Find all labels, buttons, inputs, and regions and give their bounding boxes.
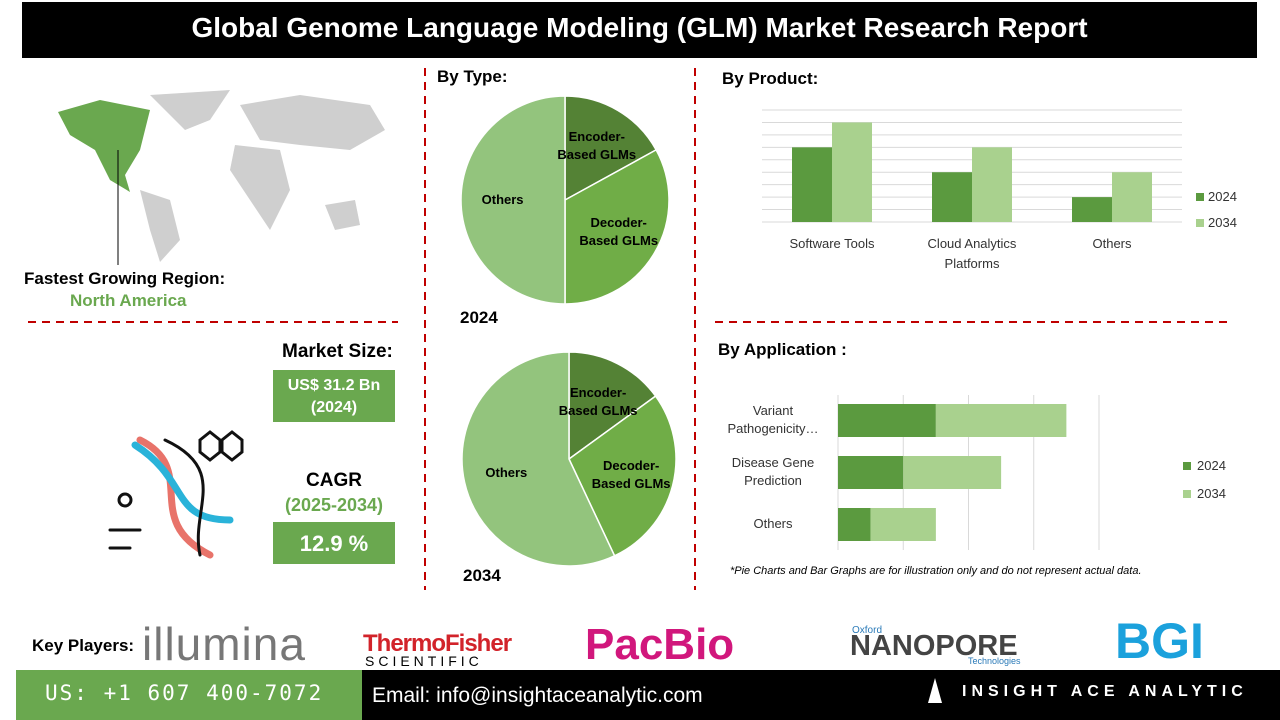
pie-year: 2034: [463, 566, 501, 585]
footer-email: Email: info@insightaceanalytic.com: [372, 684, 703, 707]
legend-label: 2034: [1197, 486, 1226, 501]
bar-segment: [870, 508, 936, 541]
logo-thermo-sub: SCIENTIFIC: [365, 653, 483, 669]
legend-swatch: [1196, 219, 1204, 227]
x-tick-label: Others: [1092, 236, 1132, 251]
footer-phone-bg: [16, 670, 362, 720]
slice-label: Encoder-Based GLMs: [558, 384, 638, 418]
logo-nanopore-sub: Technologies: [968, 656, 1021, 666]
x-tick-label: Software Tools: [789, 236, 875, 251]
note: *Pie Charts and Bar Graphs are for illus…: [730, 565, 1142, 577]
section-title: By Product:: [722, 69, 819, 88]
y-tick-label: Disease Gene Prediction: [731, 455, 815, 488]
logo-nanopore: NANOPORE: [850, 630, 1018, 662]
region-value: North America: [70, 291, 187, 310]
market-size-label: Market Size:: [282, 341, 393, 362]
slice-label: Decoder-Based GLMs: [579, 214, 659, 248]
legend-label: 2034: [1208, 215, 1237, 230]
bar: [972, 147, 1012, 222]
cagr-box: [273, 522, 395, 564]
brand-icon: [928, 678, 942, 703]
cagr-period: (2025-2034): [284, 495, 384, 515]
pie-slice: [460, 95, 566, 305]
footer-brand: INSIGHT ACE ANALYTIC: [962, 683, 1248, 700]
bar-segment: [838, 404, 936, 437]
world-map: [140, 90, 385, 262]
slice-label: Others: [485, 465, 528, 480]
slice-label: Encoder-Based GLMs: [557, 129, 637, 163]
bar-segment: [903, 456, 1002, 489]
logo-oxford: Oxford: [852, 625, 883, 636]
bar: [1112, 172, 1152, 222]
logo-bgi: BGI: [1115, 613, 1204, 669]
market-size-box: [273, 370, 395, 422]
section-title: By Application :: [718, 340, 847, 359]
y-tick-label: Others: [753, 516, 793, 531]
pie-year: 2024: [460, 308, 498, 327]
legend-swatch: [1183, 490, 1191, 498]
market-size-value: US$ 31.2 Bn: [287, 377, 381, 394]
logo-pacbio: PacBio: [585, 620, 735, 669]
footer-phone: US: +1 607 400-7072: [45, 681, 324, 705]
logo-illumina: illumina: [142, 618, 306, 670]
slice-label: Others: [481, 192, 524, 207]
title: Global Genome Language Modeling (GLM) Ma…: [191, 12, 1088, 43]
cagr-value: 12.9 %: [299, 531, 369, 556]
pie-slice: [564, 148, 670, 305]
key-players-label: Key Players:: [32, 636, 135, 655]
cagr-label: CAGR: [306, 470, 362, 491]
dividers: [28, 68, 1228, 590]
logo-thermo: ThermoFisher: [363, 630, 512, 657]
bar: [832, 122, 872, 222]
pie-slice: [568, 351, 657, 461]
footer-bar: [362, 670, 1280, 720]
slice-label: Decoder-Based GLMs: [591, 457, 671, 491]
pie-slice: [568, 395, 677, 557]
bar-segment: [935, 404, 1067, 437]
x-tick-label: Cloud Analytics Platforms: [927, 236, 1017, 271]
section-title: By Type:: [437, 67, 508, 86]
bar-segment: [838, 456, 904, 489]
dna-icon: [108, 430, 244, 559]
bar-segment: [838, 508, 871, 541]
bar: [1072, 197, 1112, 222]
y-tick-label: Variant Pathogenicity…: [727, 403, 819, 436]
pie-slice: [461, 351, 616, 567]
legend-label: 2024: [1197, 458, 1226, 473]
legend-label: 2024: [1208, 189, 1237, 204]
market-size-year: (2024): [310, 399, 358, 416]
north-america: [58, 100, 150, 192]
region-label: Fastest Growing Region:: [24, 269, 226, 288]
header-bar: [22, 2, 1257, 58]
pie-slice: [564, 95, 658, 202]
legend-swatch: [1196, 193, 1204, 201]
legend-swatch: [1183, 462, 1191, 470]
bar: [932, 172, 972, 222]
bar: [792, 147, 832, 222]
